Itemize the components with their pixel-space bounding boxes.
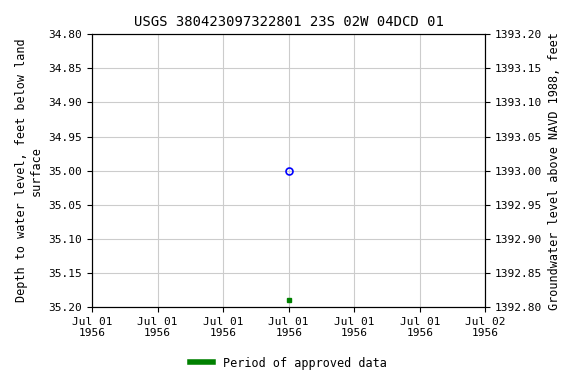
Y-axis label: Depth to water level, feet below land
surface: Depth to water level, feet below land su… bbox=[15, 39, 43, 303]
Legend: Period of approved data: Period of approved data bbox=[185, 352, 391, 374]
Y-axis label: Groundwater level above NAVD 1988, feet: Groundwater level above NAVD 1988, feet bbox=[548, 32, 561, 310]
Title: USGS 380423097322801 23S 02W 04DCD 01: USGS 380423097322801 23S 02W 04DCD 01 bbox=[134, 15, 444, 29]
